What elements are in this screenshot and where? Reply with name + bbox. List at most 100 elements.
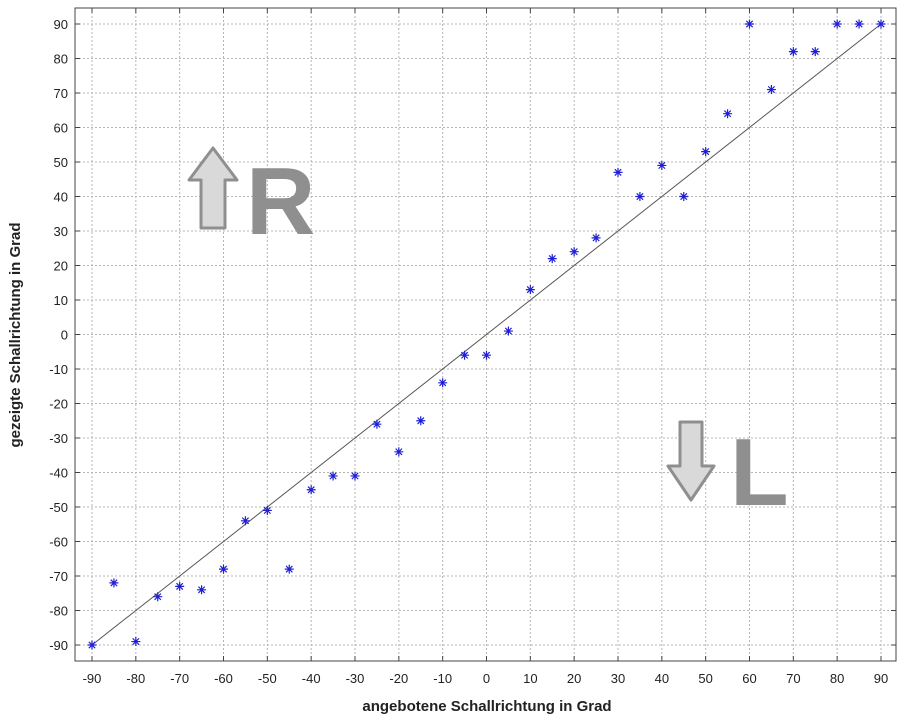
x-tick-label: -40 — [302, 671, 321, 686]
y-tick-label: 90 — [54, 17, 68, 32]
axis-ticks: -90 -80 -70 -60 -50 -40 -30 -20 -10 0 10 20 30 40 50 60… — [49, 8, 896, 686]
asterisk-marker — [876, 19, 886, 29]
asterisk-marker — [745, 19, 754, 29]
y-tick-label: -50 — [49, 500, 68, 515]
data-point — [657, 160, 667, 170]
asterisk-marker — [438, 378, 448, 388]
asterisk-marker — [87, 640, 97, 650]
x-tick-label: 40 — [655, 671, 669, 686]
data-point — [460, 350, 470, 360]
data-point — [350, 471, 360, 481]
x-tick-label: -10 — [433, 671, 452, 686]
data-point — [306, 485, 316, 495]
data-point — [701, 147, 711, 157]
asterisk-marker — [131, 637, 141, 647]
asterisk-marker — [306, 485, 316, 495]
y-tick-label: 80 — [54, 52, 68, 67]
annotation-l: L — [730, 419, 789, 526]
left-annotation: L — [666, 419, 789, 526]
asterisk-marker — [394, 447, 404, 457]
data-point — [416, 416, 426, 426]
arrow-down-icon — [666, 420, 716, 502]
y-tick-label: -10 — [49, 362, 68, 377]
data-point — [153, 592, 163, 602]
y-tick-label: -30 — [49, 431, 68, 446]
y-axis-title: gezeigte Schallrichtung in Grad — [7, 222, 24, 447]
data-point — [262, 505, 272, 515]
asterisk-marker — [832, 19, 842, 29]
asterisk-marker — [547, 254, 557, 264]
x-tick-label: 0 — [483, 671, 490, 686]
asterisk-marker — [766, 85, 776, 95]
data-point — [525, 285, 535, 295]
data-point — [569, 247, 579, 257]
asterisk-marker — [197, 585, 207, 595]
data-point — [854, 19, 864, 29]
asterisk-marker — [284, 564, 294, 574]
asterisk-marker — [460, 350, 470, 360]
data-point — [328, 471, 338, 481]
asterisk-marker — [416, 416, 426, 426]
asterisk-marker — [482, 350, 491, 360]
data-point — [635, 192, 645, 201]
asterisk-marker — [854, 19, 864, 29]
asterisk-marker — [679, 192, 689, 201]
y-tick-label: 10 — [54, 293, 68, 308]
asterisk-marker — [153, 592, 163, 602]
data-point — [723, 109, 733, 119]
data-point — [591, 233, 601, 243]
data-point — [832, 19, 842, 29]
asterisk-marker — [372, 419, 382, 429]
asterisk-marker — [723, 109, 733, 119]
reference-diagonal-line — [91, 23, 882, 646]
asterisk-marker — [788, 47, 798, 57]
data-point — [876, 19, 886, 29]
data-point — [131, 637, 141, 647]
asterisk-marker — [635, 192, 645, 201]
x-tick-label: -90 — [83, 671, 102, 686]
x-axis-title: angebotene Schallrichtung in Grad — [362, 698, 611, 715]
data-point — [766, 85, 776, 95]
x-tick-label: 90 — [874, 671, 888, 686]
y-tick-label: 50 — [54, 155, 68, 170]
x-tick-label: 30 — [611, 671, 625, 686]
y-tick-label: 40 — [54, 190, 68, 205]
x-tick-label: 50 — [698, 671, 712, 686]
x-tick-label: 80 — [830, 671, 844, 686]
asterisk-marker — [219, 564, 228, 574]
x-tick-label: 60 — [742, 671, 756, 686]
x-tick-label: -70 — [170, 671, 189, 686]
x-tick-label: 20 — [567, 671, 581, 686]
y-tick-label: 70 — [54, 86, 68, 101]
data-point — [219, 564, 228, 574]
x-tick-label: 70 — [786, 671, 800, 686]
asterisk-marker — [701, 147, 711, 157]
y-tick-label: -80 — [49, 604, 68, 619]
x-tick-label: -20 — [389, 671, 408, 686]
asterisk-marker — [109, 578, 119, 588]
y-tick-label: -60 — [49, 535, 68, 550]
asterisk-marker — [350, 471, 360, 481]
x-tick-label: -60 — [214, 671, 233, 686]
data-point — [284, 564, 294, 574]
y-tick-label: 30 — [54, 224, 68, 239]
y-tick-label: 0 — [61, 328, 68, 343]
asterisk-marker — [810, 47, 820, 57]
data-point — [547, 254, 557, 264]
arrow-up-icon — [187, 146, 239, 230]
y-tick-label: -20 — [49, 397, 68, 412]
y-tick-label: 60 — [54, 121, 68, 136]
data-point — [109, 578, 119, 588]
data-point — [438, 378, 448, 388]
y-tick-label: -70 — [49, 569, 68, 584]
x-tick-label: 10 — [523, 671, 537, 686]
data-point — [788, 47, 798, 57]
data-point — [482, 350, 491, 360]
data-point — [745, 19, 754, 29]
y-tick-label: -40 — [49, 466, 68, 481]
asterisk-marker — [503, 326, 513, 336]
asterisk-marker — [525, 285, 535, 295]
asterisk-marker — [175, 581, 185, 591]
asterisk-marker — [328, 471, 338, 481]
